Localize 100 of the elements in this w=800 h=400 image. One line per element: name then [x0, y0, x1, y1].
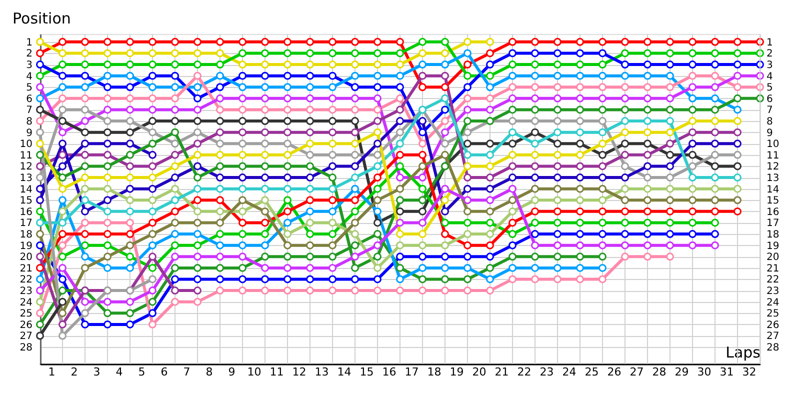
point	[306, 275, 314, 284]
point	[104, 230, 112, 238]
point	[328, 140, 336, 148]
point	[621, 83, 629, 92]
point	[441, 150, 449, 159]
point	[396, 60, 404, 68]
point	[306, 286, 314, 295]
point	[374, 286, 382, 295]
point	[464, 49, 472, 58]
point	[104, 83, 112, 92]
point	[531, 230, 539, 238]
point	[216, 286, 224, 295]
point	[238, 275, 246, 284]
point	[284, 184, 292, 193]
point	[554, 162, 562, 170]
y-tick-label: 19	[20, 240, 32, 252]
point	[418, 38, 426, 46]
x-tick-label: 24	[562, 366, 576, 378]
point	[486, 184, 494, 193]
point	[441, 72, 449, 80]
point	[441, 207, 449, 216]
point	[261, 275, 269, 284]
point	[81, 72, 89, 80]
point	[418, 196, 426, 204]
point	[666, 252, 674, 261]
point	[261, 150, 269, 159]
point	[621, 128, 629, 136]
point	[644, 94, 652, 102]
point	[81, 218, 89, 227]
point	[621, 38, 629, 46]
point	[36, 162, 44, 170]
y2-tick-label: 11	[766, 150, 780, 162]
point	[644, 49, 652, 58]
point	[328, 162, 336, 170]
x-tick-label: 7	[183, 366, 190, 378]
point	[576, 38, 584, 46]
point	[238, 140, 246, 148]
point	[104, 38, 112, 46]
x-tick-label: 9	[228, 366, 236, 378]
point	[351, 49, 359, 58]
x-tick-label: 5	[138, 366, 146, 378]
point	[441, 230, 449, 238]
point	[486, 38, 494, 46]
point	[194, 174, 202, 182]
point	[171, 72, 179, 80]
x-tick-label: 14	[337, 366, 352, 378]
point	[464, 207, 472, 216]
point	[508, 264, 516, 272]
point	[598, 38, 606, 46]
point	[464, 60, 472, 68]
point	[81, 174, 89, 182]
point	[464, 286, 472, 295]
point	[194, 94, 202, 102]
y2-tick-label: 13	[766, 173, 780, 184]
point	[576, 106, 584, 114]
point	[621, 241, 629, 250]
point	[644, 252, 652, 261]
point	[104, 140, 112, 148]
point	[81, 309, 89, 318]
point	[576, 218, 584, 227]
point	[81, 241, 89, 250]
point	[508, 207, 516, 216]
point	[554, 72, 562, 80]
point	[261, 184, 269, 193]
point	[531, 49, 539, 58]
point	[306, 140, 314, 148]
point	[36, 241, 44, 250]
y-tick-label: 8	[26, 116, 32, 128]
point	[644, 72, 652, 80]
point	[81, 207, 89, 216]
point	[36, 117, 44, 126]
y2-tick-label: 27	[766, 331, 780, 342]
point	[508, 60, 516, 68]
point	[688, 150, 696, 159]
point	[531, 207, 539, 216]
point	[58, 286, 66, 295]
point	[374, 230, 382, 238]
y2-tick-label: 3	[766, 60, 773, 72]
point	[351, 252, 359, 261]
point	[688, 117, 696, 126]
point	[171, 207, 179, 216]
y2-tick-label: 18	[766, 230, 780, 241]
point	[351, 174, 359, 182]
point	[711, 207, 719, 216]
point	[396, 150, 404, 159]
point	[261, 117, 269, 126]
point	[58, 184, 66, 193]
y-tick-label: 22	[20, 274, 32, 286]
x-tick-label: 29	[674, 366, 689, 378]
point	[58, 83, 66, 92]
point	[36, 230, 44, 238]
point	[374, 207, 382, 216]
point	[351, 38, 359, 46]
point	[284, 230, 292, 238]
point	[126, 60, 134, 68]
point	[58, 72, 66, 80]
point	[374, 60, 382, 68]
point	[508, 230, 516, 238]
point	[441, 286, 449, 295]
point	[328, 72, 336, 80]
